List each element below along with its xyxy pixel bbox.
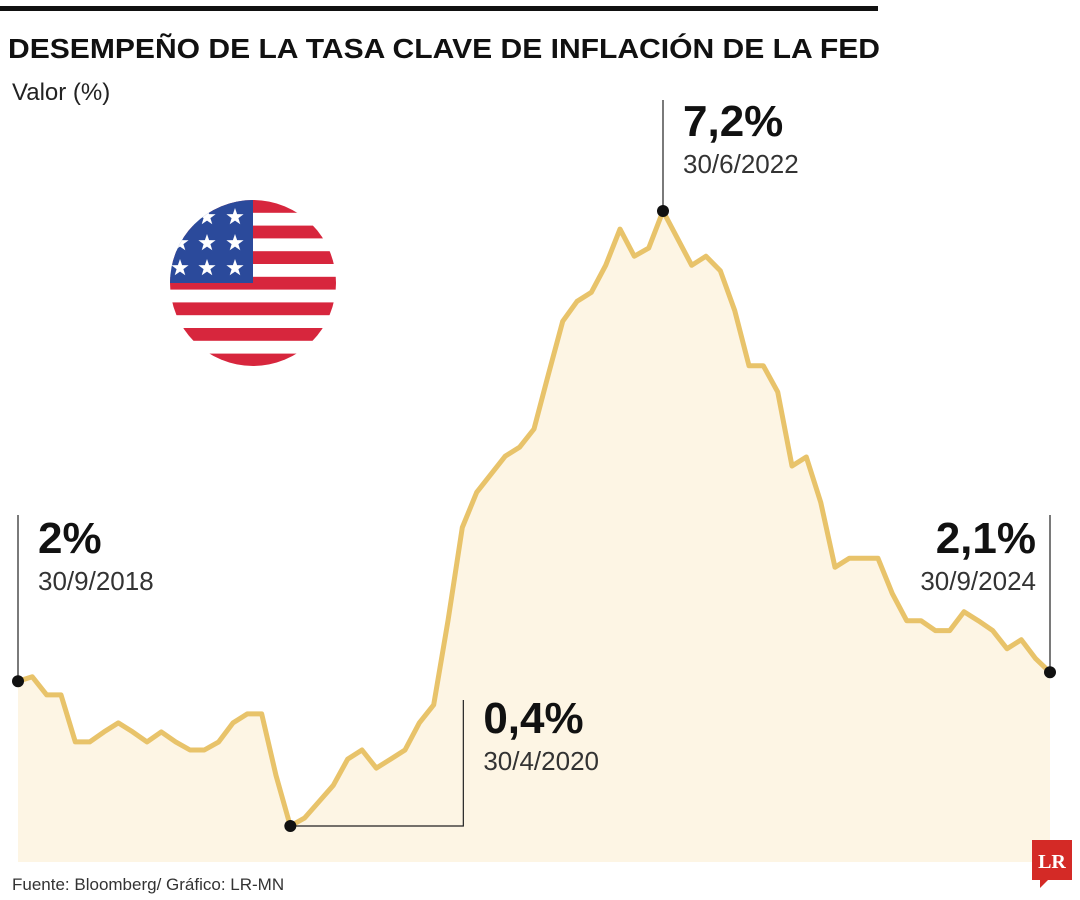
date-label: 30/6/2022 bbox=[683, 149, 799, 179]
logo: LR bbox=[1032, 840, 1072, 888]
flag bbox=[170, 200, 336, 366]
date-label: 30/4/2020 bbox=[483, 746, 599, 776]
source: Fuente: Bloomberg/ Gráfico: LR-MN bbox=[12, 875, 284, 894]
point bbox=[1044, 666, 1056, 679]
date-label: 30/9/2024 bbox=[920, 566, 1036, 596]
chart-title: DESEMPEÑO DE LA TASA CLAVE DE INFLACIÓN … bbox=[8, 33, 880, 64]
line bbox=[17, 208, 1052, 829]
logo-text: LR bbox=[1038, 851, 1066, 873]
value-label: 2% bbox=[38, 514, 102, 563]
leader-line bbox=[290, 700, 464, 827]
value-label: 2,1% bbox=[936, 514, 1036, 563]
point bbox=[284, 820, 297, 832]
date-label: 30/9/2018 bbox=[38, 566, 154, 596]
value-label: 0,4% bbox=[483, 694, 583, 743]
point bbox=[657, 205, 669, 217]
area bbox=[18, 211, 1050, 862]
top-rule bbox=[0, 6, 878, 11]
value-label: 7,2% bbox=[683, 97, 783, 146]
subtitle: Valor (%) bbox=[12, 79, 110, 106]
point bbox=[12, 675, 24, 688]
